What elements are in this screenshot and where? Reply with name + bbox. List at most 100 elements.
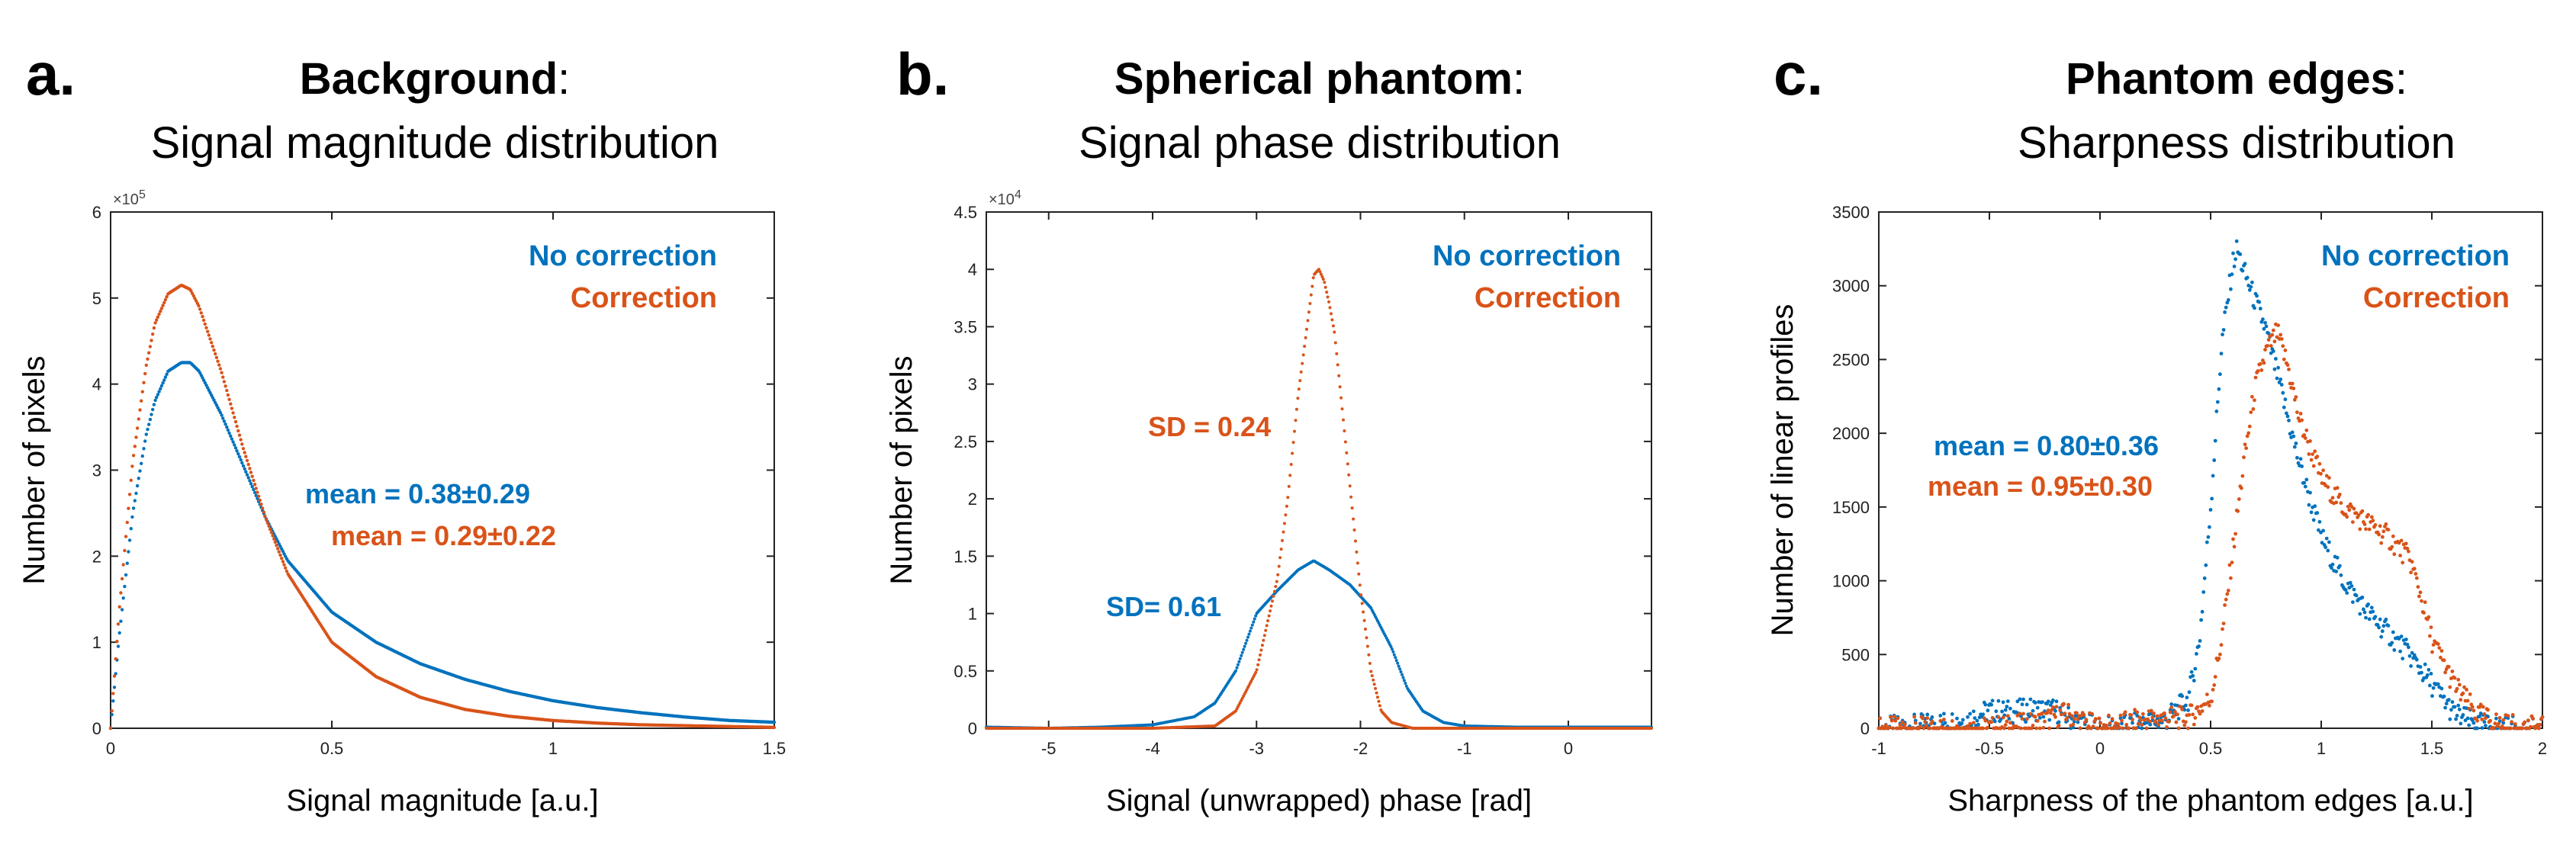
data-point [1311, 276, 1315, 280]
data-point [2247, 287, 2252, 292]
data-point [2104, 724, 2108, 727]
data-point [2324, 474, 2329, 478]
data-point [239, 458, 243, 462]
data-point [2313, 449, 2317, 454]
data-point [2226, 298, 2230, 302]
data-point [1327, 300, 1331, 304]
data-point [1402, 679, 1406, 683]
x-tick-label: 0.5 [320, 739, 344, 758]
data-point [2192, 722, 2196, 727]
legend-no-correction: No correction [529, 240, 717, 272]
data-point [2303, 484, 2307, 489]
data-point [159, 384, 164, 388]
data-point [1364, 628, 1367, 631]
data-point [2308, 490, 2312, 495]
data-point [2354, 511, 2359, 516]
data-point [1318, 270, 1322, 274]
data-point [1898, 723, 1902, 727]
data-point [2167, 719, 2171, 724]
data-point [2063, 711, 2067, 715]
data-point [2129, 713, 2134, 717]
data-point [2538, 722, 2542, 727]
y-tick-label: 4 [968, 260, 977, 279]
data-point [2302, 480, 2307, 485]
data-point [2345, 515, 2349, 519]
data-point [262, 510, 265, 514]
data-point [2065, 715, 2069, 720]
data-point [2067, 711, 2072, 716]
data-point [2452, 705, 2457, 709]
data-point [2367, 527, 2372, 532]
data-point [2140, 726, 2144, 731]
data-point [1902, 722, 1907, 727]
data-point [135, 426, 140, 430]
data-point [2287, 419, 2291, 422]
data-point [2279, 332, 2283, 337]
data-point [2443, 670, 2447, 675]
data-point [233, 443, 236, 447]
data-point [2041, 725, 2046, 730]
data-point [1267, 614, 1271, 618]
data-point [2156, 723, 2160, 727]
data-point [1254, 670, 1258, 674]
data-point [2257, 300, 2262, 304]
data-point [2232, 265, 2237, 268]
data-point [203, 322, 207, 326]
data-point [2405, 546, 2410, 551]
data-point [1299, 370, 1303, 374]
data-point [115, 639, 119, 644]
data-point [2169, 702, 2174, 706]
data-point [1996, 715, 2001, 719]
data-point [2124, 723, 2129, 727]
data-point [2003, 708, 2008, 712]
data-point [110, 709, 114, 713]
data-point [263, 514, 267, 518]
data-point [772, 725, 777, 730]
data-point [1374, 686, 1378, 690]
data-point [130, 515, 134, 519]
data-point [1269, 604, 1273, 608]
data-point [1333, 330, 1336, 334]
data-point [140, 390, 144, 393]
data-point [2470, 705, 2475, 709]
data-point [2422, 611, 2426, 615]
data-point [264, 518, 269, 522]
data-point [2199, 618, 2203, 622]
data-point [110, 712, 114, 717]
data-point [2494, 712, 2498, 716]
data-point [148, 417, 153, 422]
data-point [153, 321, 157, 325]
data-point [198, 307, 202, 311]
data-point [265, 521, 269, 525]
annotation-no-correction: mean = 0.38±0.29 [305, 478, 530, 509]
y-exponent-label: ×105 [113, 188, 146, 208]
data-point [2319, 471, 2323, 476]
data-point [1348, 484, 1352, 488]
data-point [152, 403, 156, 406]
data-point [2349, 584, 2354, 588]
data-point [1401, 676, 1405, 679]
data-point [2337, 564, 2342, 568]
data-point [1284, 513, 1288, 517]
x-tick-label: 1 [548, 739, 558, 758]
data-point [2465, 688, 2468, 692]
data-point [2373, 523, 2378, 527]
data-point [2253, 375, 2258, 380]
data-point [1355, 550, 1359, 554]
data-point [2294, 395, 2298, 399]
data-point [2467, 706, 2471, 711]
data-point [210, 341, 214, 345]
data-point [2442, 658, 2446, 663]
data-point [1375, 691, 1378, 695]
data-point [2015, 714, 2020, 718]
y-tick-label: 2500 [1832, 350, 1870, 369]
data-point [2405, 642, 2410, 647]
data-point [117, 631, 121, 635]
data-point [1391, 650, 1395, 654]
data-point [2005, 699, 2010, 703]
data-point [1986, 725, 1990, 730]
data-point [2180, 694, 2185, 699]
data-point [2264, 324, 2269, 329]
data-point [2219, 643, 2224, 647]
data-point [233, 446, 238, 450]
